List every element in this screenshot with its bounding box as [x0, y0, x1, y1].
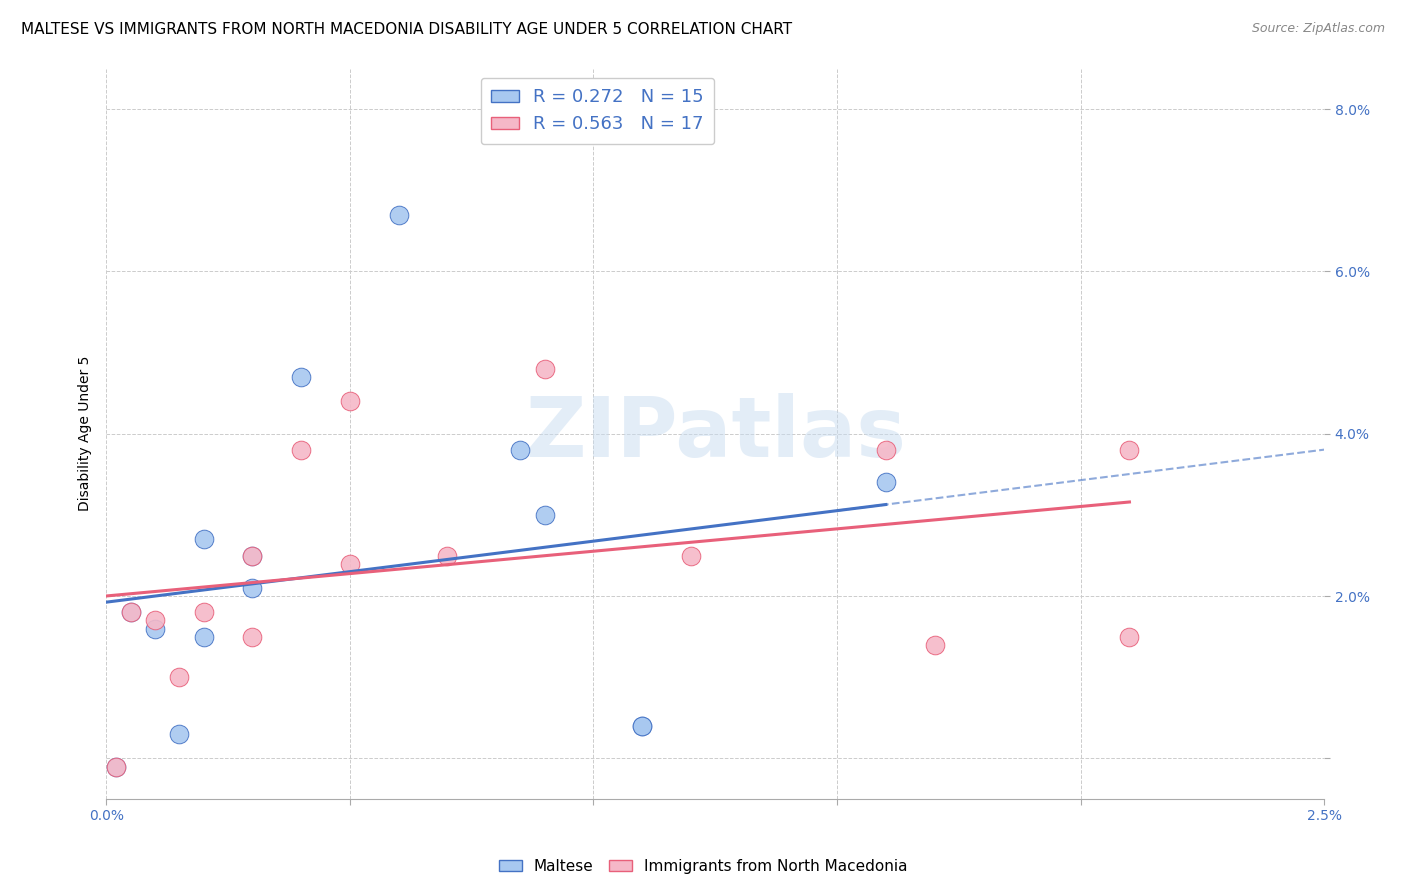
Point — [167, 670, 190, 684]
Y-axis label: Disability Age Under 5: Disability Age Under 5 — [79, 356, 93, 511]
Point — [924, 638, 946, 652]
Point — [193, 606, 215, 620]
Point — [339, 557, 361, 571]
Point — [193, 630, 215, 644]
Point — [290, 370, 312, 384]
Point — [875, 443, 897, 458]
Point — [240, 630, 263, 644]
Legend: Maltese, Immigrants from North Macedonia: Maltese, Immigrants from North Macedonia — [492, 853, 914, 880]
Point — [631, 719, 654, 733]
Point — [875, 475, 897, 490]
Point — [436, 549, 458, 563]
Point — [167, 727, 190, 741]
Point — [1118, 443, 1140, 458]
Point — [143, 622, 166, 636]
Point — [120, 606, 142, 620]
Text: ZIPatlas: ZIPatlas — [524, 393, 905, 475]
Point — [240, 581, 263, 595]
Point — [290, 443, 312, 458]
Point — [120, 606, 142, 620]
Point — [104, 759, 127, 773]
Point — [631, 719, 654, 733]
Point — [339, 394, 361, 409]
Point — [679, 549, 702, 563]
Point — [509, 443, 531, 458]
Legend: R = 0.272   N = 15, R = 0.563   N = 17: R = 0.272 N = 15, R = 0.563 N = 17 — [481, 78, 714, 145]
Point — [1118, 630, 1140, 644]
Text: MALTESE VS IMMIGRANTS FROM NORTH MACEDONIA DISABILITY AGE UNDER 5 CORRELATION CH: MALTESE VS IMMIGRANTS FROM NORTH MACEDON… — [21, 22, 792, 37]
Point — [533, 362, 555, 376]
Point — [193, 533, 215, 547]
Point — [104, 759, 127, 773]
Point — [143, 614, 166, 628]
Point — [533, 508, 555, 522]
Point — [387, 208, 409, 222]
Point — [240, 549, 263, 563]
Point — [240, 549, 263, 563]
Text: Source: ZipAtlas.com: Source: ZipAtlas.com — [1251, 22, 1385, 36]
